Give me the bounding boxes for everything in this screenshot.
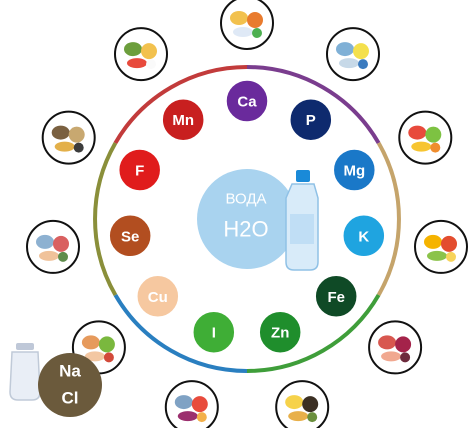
ring-segment — [246, 65, 381, 145]
element-label: Fe — [327, 289, 345, 306]
element-label: Mn — [172, 112, 194, 129]
fish-fruit-icon — [164, 380, 219, 428]
ring-segment — [113, 293, 248, 373]
element-k: K — [342, 214, 386, 258]
element-cu: Cu — [136, 274, 180, 319]
element-circle — [192, 310, 236, 354]
element-label: Cu — [148, 289, 168, 306]
center-label-water: ВОДА — [225, 191, 266, 208]
fish-lemon-icon — [326, 27, 380, 82]
element-circle — [117, 148, 162, 192]
element-circle — [342, 214, 386, 258]
element-f: F — [117, 148, 162, 192]
outer-ring — [93, 65, 401, 373]
ring-segment — [376, 142, 401, 296]
fish-potato-icon — [41, 110, 96, 165]
fruit-bowl-icon — [398, 110, 453, 165]
ring-segment — [93, 142, 118, 296]
salt-label-cl: Cl — [62, 389, 79, 408]
fish-meat-icon — [26, 219, 80, 274]
ring-segment — [246, 293, 381, 373]
bread-grain-icon — [275, 380, 330, 428]
element-circle — [332, 148, 377, 192]
element-label: Ca — [237, 94, 257, 111]
element-circle — [108, 214, 152, 258]
salt-group: Na Cl — [9, 343, 102, 417]
element-label: P — [306, 112, 316, 129]
element-label: Zn — [271, 325, 289, 342]
element-zn: Zn — [258, 310, 302, 354]
salt-circle — [38, 353, 102, 417]
fruits-citrus-icon — [414, 219, 468, 274]
element-p: P — [289, 97, 333, 142]
element-label: F — [135, 163, 144, 180]
element-circle — [289, 97, 333, 142]
element-fe: Fe — [314, 274, 358, 319]
element-label: Mg — [343, 163, 365, 180]
element-mn: Mn — [161, 97, 205, 142]
element-circle — [258, 310, 302, 354]
salt-label-na: Na — [59, 362, 81, 381]
water-center-circle — [197, 169, 297, 269]
vegetable-fruit-icon — [114, 27, 168, 82]
element-ca: Ca — [225, 79, 269, 123]
element-circle — [314, 274, 358, 319]
meat-beet-icon — [368, 320, 423, 375]
element-circle — [225, 79, 269, 123]
element-se: Se — [108, 214, 152, 258]
element-label: K — [358, 228, 369, 245]
ring-segment — [113, 65, 248, 145]
element-circle — [136, 274, 180, 319]
element-i: I — [192, 310, 236, 354]
salt-shaker-icon — [9, 343, 41, 401]
water-center: ВОДА H2O — [197, 169, 319, 271]
water-bottle-icon — [285, 170, 319, 271]
element-label: Se — [121, 228, 139, 245]
mineral-elements: Ca P Mg K Fe Zn I Cu Se F Mn — [108, 79, 386, 354]
food-icons — [26, 0, 468, 428]
element-circle — [161, 97, 205, 142]
center-label-formula: H2O — [223, 217, 268, 242]
element-label: I — [212, 325, 216, 342]
dairy-foods-icon — [220, 0, 274, 50]
element-mg: Mg — [332, 148, 377, 192]
